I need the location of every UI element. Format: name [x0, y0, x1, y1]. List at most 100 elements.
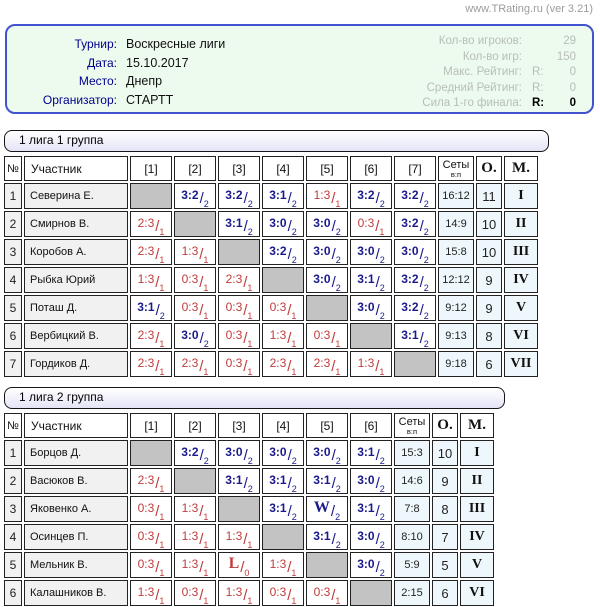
score-cell: 0:3/1: [218, 323, 260, 349]
sets-ratio: 15:8: [438, 239, 474, 265]
score-cell: 3:0/2: [262, 211, 304, 237]
score-cell: 1:3/1: [306, 183, 348, 209]
match-points-earned: 1: [291, 596, 297, 606]
match-score: 3:0: [357, 473, 375, 487]
score-cell: 3:2/2: [174, 183, 216, 209]
match-points-earned: 2: [247, 456, 253, 466]
score-slash: /: [240, 559, 245, 576]
score-slash: /: [199, 190, 204, 207]
match-points-earned: 2: [247, 227, 253, 237]
match-score: 3:0: [357, 529, 375, 543]
col-header-points: О.: [476, 156, 502, 181]
match-score: 3:2: [401, 272, 419, 286]
match-score: 0:3: [181, 272, 199, 286]
match-points-earned: 1: [203, 311, 209, 321]
score-cell: 3:0/2: [350, 239, 392, 265]
row-number: 3: [4, 496, 22, 522]
participant-name: Гордиков Д.: [24, 351, 128, 377]
col-header-participant: Участник: [24, 156, 128, 181]
results-table-group-2: № Участник [1] [2] [3] [4] [5] [6] Сеты в:п О. М. 1 Б…: [2, 411, 496, 607]
match-points-earned: 2: [379, 540, 385, 550]
participant-name: Северина Е.: [24, 183, 128, 209]
score-slash: /: [287, 218, 292, 235]
participant-name: Вербицкий В.: [24, 323, 128, 349]
score-slash: /: [419, 218, 424, 235]
match-points-earned: 2: [203, 199, 209, 209]
col-header-game: [3]: [218, 413, 260, 438]
col-header-game: [2]: [174, 413, 216, 438]
group-title: 1 лига 2 группа: [19, 390, 104, 404]
score-cell: 0:3/1: [130, 552, 172, 578]
points-total: 10: [432, 440, 458, 466]
self-cell: [218, 496, 260, 522]
points-total: 7: [432, 524, 458, 550]
points-total: 6: [476, 351, 502, 377]
match-score: 3:1: [357, 445, 375, 459]
match-score: 1:3: [181, 529, 199, 543]
participant-name: Мельник В.: [24, 552, 128, 578]
match-score: 3:1: [225, 216, 243, 230]
points-total: 8: [476, 323, 502, 349]
match-points-earned: 1: [159, 568, 165, 578]
score-cell: 3:0/2: [306, 440, 348, 466]
participant-name: Калашников В.: [24, 580, 128, 606]
col-header-game: [3]: [218, 156, 260, 181]
match-score: 3:2: [401, 216, 419, 230]
field-label: Турнир:: [74, 37, 117, 51]
match-points-earned: 2: [247, 484, 253, 494]
match-points-earned: 1: [159, 283, 165, 293]
row-number: 2: [4, 211, 22, 237]
match-points-earned: 1: [291, 311, 297, 321]
match-points-earned: 2: [247, 199, 253, 209]
self-cell: [262, 267, 304, 293]
group-title-bar: 1 лига 1 группа: [4, 130, 549, 152]
score-slash: /: [243, 190, 248, 207]
participant-name: Васюков В.: [24, 468, 128, 494]
participant-name: Поташ Д.: [24, 295, 128, 321]
score-slash: /: [331, 274, 336, 291]
points-total: 9: [476, 295, 502, 321]
row-number: 6: [4, 323, 22, 349]
table-row: 2 Смирнов В. 2:3/1 3:1/2 3:0/2 3:0/2 0:3/1 3:2/…: [4, 211, 538, 237]
field-value: СТАРТТ: [126, 92, 174, 107]
table-row: 3 Яковенко А. 0:3/1 1:3/1 3:1/2 W/2 3:1/2 7:8 8 I…: [4, 496, 494, 522]
score-slash: /: [375, 190, 380, 207]
match-points-earned: 1: [203, 540, 209, 550]
score-cell: 3:2/2: [350, 183, 392, 209]
score-cell: 3:1/2: [350, 440, 392, 466]
match-points-earned: 1: [203, 568, 209, 578]
score-slash: /: [243, 274, 248, 291]
match-score: 3:2: [401, 300, 419, 314]
score-slash: /: [375, 274, 380, 291]
stat-row-games: Кол-во игр: 150: [422, 50, 576, 66]
match-score: 2:3: [137, 356, 155, 370]
match-points-earned: 2: [335, 540, 341, 550]
match-points-earned: 2: [379, 484, 385, 494]
table-row: 1 Северина Е. 3:2/2 3:2/2 3:1/2 1:3/1 3:2/2 3:2…: [4, 183, 538, 209]
score-slash: /: [243, 330, 248, 347]
score-slash: /: [419, 246, 424, 263]
match-points-earned: 1: [379, 227, 385, 237]
sets-ratio: 9:18: [438, 351, 474, 377]
match-points-earned: 2: [379, 456, 385, 466]
match-points-earned: 1: [159, 484, 165, 494]
stat-r-prefix: [532, 34, 552, 50]
match-points-earned: 1: [203, 596, 209, 606]
score-cell: 1:3/1: [174, 524, 216, 550]
score-cell: 1:3/1: [218, 524, 260, 550]
score-slash: /: [287, 559, 292, 576]
field-label: Организатор:: [42, 92, 117, 107]
match-points-earned: 1: [159, 512, 165, 522]
score-cell: 1:3/1: [262, 323, 304, 349]
score-slash: /: [199, 330, 204, 347]
score-cell: 1:3/1: [262, 552, 304, 578]
self-cell: [218, 239, 260, 265]
place-roman: V: [460, 552, 494, 578]
col-header-participant: Участник: [24, 413, 128, 438]
score-slash: /: [375, 559, 380, 576]
score-cell: 3:0/2: [306, 239, 348, 265]
score-slash: /: [331, 475, 336, 492]
score-slash: /: [287, 475, 292, 492]
score-slash: /: [243, 531, 248, 548]
col-header-game: [1]: [130, 156, 172, 181]
